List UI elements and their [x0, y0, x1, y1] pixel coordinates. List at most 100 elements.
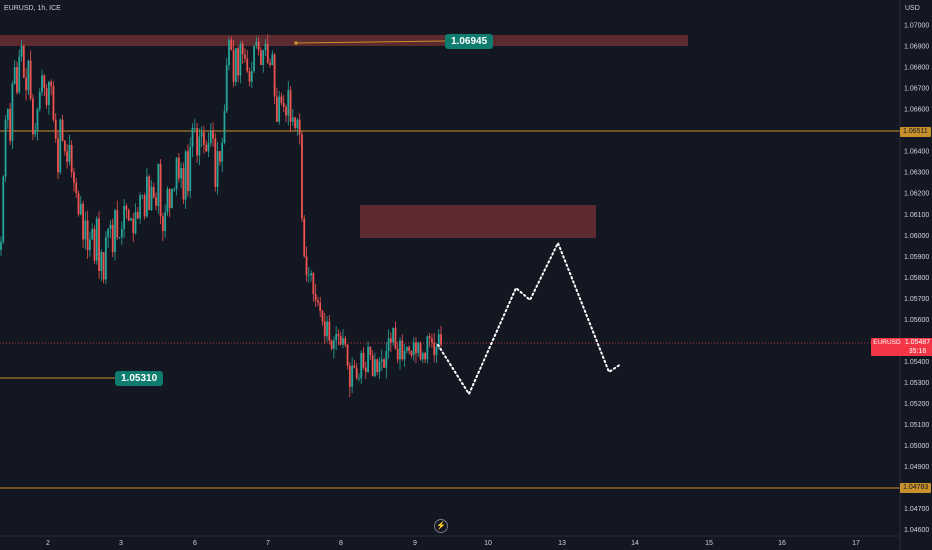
candle	[264, 39, 267, 57]
candle	[239, 41, 242, 84]
candle	[22, 44, 25, 79]
candle	[86, 210, 89, 260]
candle	[11, 80, 14, 149]
candle	[57, 130, 59, 180]
candle	[182, 162, 185, 204]
candle	[200, 126, 203, 147]
candle-body	[212, 130, 214, 139]
candle-body	[399, 340, 401, 360]
candle	[426, 335, 429, 364]
candle-body	[214, 138, 217, 187]
candle-body	[152, 186, 155, 198]
candle	[385, 342, 388, 379]
candle-body	[301, 134, 303, 219]
price-tick-3: 1.06700	[904, 86, 929, 93]
candle-body	[250, 71, 253, 82]
candle	[405, 346, 408, 354]
candle-body	[41, 75, 43, 93]
candle-body	[50, 81, 53, 87]
candle	[431, 333, 433, 348]
candle	[260, 46, 262, 66]
candle-body	[337, 334, 340, 337]
candle-body	[246, 58, 249, 72]
price-tick-6: 1.06300	[904, 170, 929, 177]
candle-body	[305, 256, 308, 276]
candle-body	[95, 218, 98, 261]
candle-body	[216, 151, 219, 187]
candle-body	[332, 340, 335, 349]
candle-body	[38, 92, 41, 110]
candle	[312, 271, 315, 302]
candle-body	[155, 197, 157, 206]
candle-body	[61, 119, 64, 141]
candle-body	[319, 302, 322, 312]
candle-body	[52, 86, 55, 120]
price-tick-18: 1.05000	[904, 443, 929, 450]
time-tick-8: 14	[631, 540, 639, 547]
candle-body	[20, 46, 23, 57]
candle	[52, 81, 55, 123]
candle-body	[198, 136, 201, 156]
candle-body	[36, 109, 39, 131]
candle	[351, 357, 354, 394]
candle-body	[412, 342, 415, 356]
candle	[20, 40, 23, 62]
candle	[380, 349, 383, 371]
candle-body	[175, 157, 178, 190]
candle	[319, 296, 322, 317]
candle	[225, 57, 228, 114]
candle	[75, 177, 78, 198]
bottom-price-badge[interactable]: 1.05310	[115, 371, 164, 386]
candle-body	[364, 367, 367, 372]
candle-body	[225, 64, 228, 112]
candle-body	[180, 168, 183, 179]
symbol-title[interactable]: EURUSD, 1h, ICE	[4, 5, 61, 12]
candle-body	[346, 344, 349, 366]
bolt-icon[interactable]: ⚡	[434, 519, 448, 533]
candle-body	[43, 75, 46, 89]
top-badge-connector[interactable]	[295, 40, 446, 44]
candle-body	[102, 252, 105, 280]
candle-body	[221, 142, 224, 162]
candle	[79, 195, 82, 216]
candle-body	[257, 41, 260, 51]
candle-body	[218, 151, 221, 162]
candle-body	[431, 338, 433, 343]
candle	[164, 204, 167, 238]
candle	[139, 192, 141, 224]
price-tick-20: 1.04700	[904, 506, 929, 513]
candle-body	[269, 62, 271, 65]
top-price-badge[interactable]: 1.06945	[445, 34, 494, 49]
candle	[244, 48, 246, 63]
candle	[419, 341, 422, 361]
projection-path[interactable]	[437, 240, 622, 397]
candle-body	[130, 218, 132, 221]
candle-body	[159, 163, 162, 217]
candle-body	[98, 218, 100, 272]
candle	[228, 37, 230, 71]
time-tick-7: 13	[558, 540, 566, 547]
candle	[159, 159, 162, 225]
candle-body	[392, 327, 395, 343]
top-badge-anchor[interactable]	[294, 41, 298, 45]
candle-body	[264, 43, 267, 51]
candle-body	[237, 48, 240, 76]
candle-body	[260, 50, 262, 65]
candle	[184, 149, 187, 210]
price-tick-13: 1.05600	[904, 317, 929, 324]
supply-zone-middle[interactable]	[360, 205, 596, 238]
supply-zone-top[interactable]	[0, 35, 688, 46]
candle-body	[205, 144, 208, 152]
candle-body	[378, 361, 381, 372]
candle-body	[191, 128, 194, 147]
candle	[98, 211, 100, 279]
candle	[77, 190, 80, 217]
candle	[29, 50, 32, 101]
candle-body	[228, 39, 230, 65]
candle	[287, 80, 290, 126]
candle-body	[109, 224, 112, 229]
candle-body	[421, 353, 424, 360]
candle	[342, 329, 344, 349]
candle	[305, 246, 308, 282]
